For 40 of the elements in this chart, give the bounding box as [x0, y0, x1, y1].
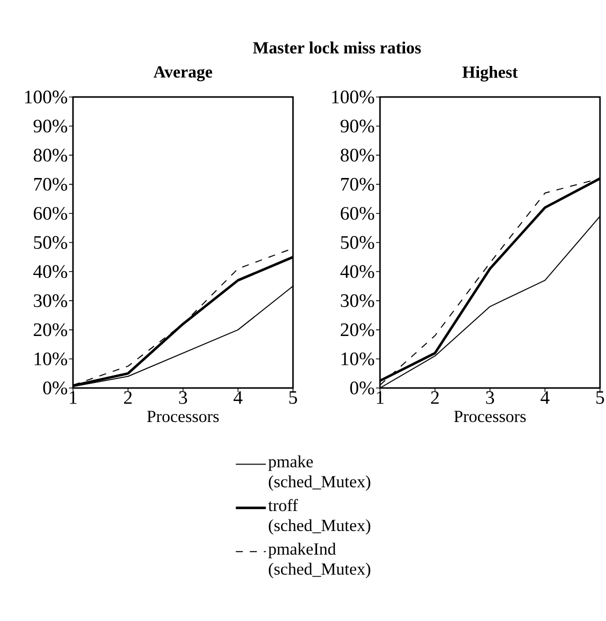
x-tick-label: 5 — [596, 391, 604, 404]
x-tick-label: 1 — [377, 391, 384, 404]
y-tick-label: 30% — [34, 294, 68, 308]
y-tick-label: 0% — [43, 382, 68, 394]
y-tick-label: 80% — [34, 148, 68, 162]
x-tick-label: 2 — [431, 391, 439, 404]
text: Master lock miss ratios — [253, 42, 421, 54]
y-tick-label: 10% — [34, 352, 68, 366]
y-tick-label: 100% — [25, 90, 68, 104]
y-tick-label: 30% — [341, 294, 374, 308]
y-tick-label: 20% — [34, 323, 68, 336]
legend-label: troff (sched_Mutex) — [268, 499, 370, 535]
y-tick-label: 20% — [340, 323, 374, 336]
y-tick-label: 70% — [341, 178, 374, 191]
x-tick-label: 3 — [486, 391, 494, 404]
y-tick-label: 60% — [340, 206, 374, 220]
y-tick-label: 40% — [33, 265, 68, 278]
legend-label: pmakeInd (sched_Mutex) — [268, 542, 370, 578]
legend-label: pmake (sched_Mutex) — [268, 455, 370, 491]
x-tick-label: 1 — [70, 391, 77, 404]
x-tick-label: 3 — [179, 391, 188, 404]
y-tick-label: 100% — [332, 90, 374, 104]
x-axis-title: Processors — [454, 410, 526, 422]
y-tick-label: 90% — [340, 120, 374, 133]
y-tick-label: 50% — [341, 236, 374, 249]
x-tick-label: 4 — [234, 391, 243, 404]
y-tick-label: 50% — [34, 236, 68, 249]
x-tick-label: 2 — [124, 391, 132, 404]
chart-subtitle: Highest — [462, 66, 518, 82]
y-tick-label: 10% — [342, 352, 374, 366]
y-tick-label: 40% — [340, 265, 374, 278]
x-tick-label: 5 — [289, 391, 298, 404]
chart-subtitle: Average — [154, 66, 212, 82]
y-tick-label: 80% — [340, 148, 374, 162]
x-tick-label: 4 — [540, 391, 550, 404]
y-tick-label: 90% — [34, 120, 68, 133]
x-axis-title: Processors — [147, 410, 219, 422]
y-tick-label: 70% — [34, 178, 68, 191]
y-tick-label: 60% — [34, 206, 68, 220]
y-tick-label: 0% — [350, 382, 374, 394]
